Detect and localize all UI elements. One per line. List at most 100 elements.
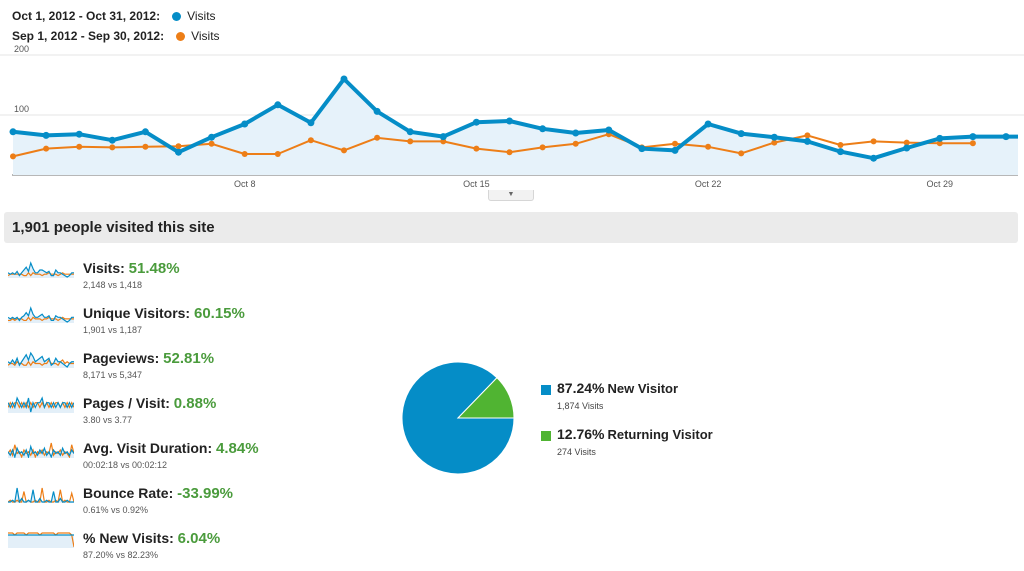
metric-comparison: 1,901 vs 1,187 <box>83 325 143 335</box>
metric-new-visits[interactable]: % New Visits: 6.04% 87.20% vs 82.23% <box>8 530 308 570</box>
metric-title: Pages / Visit: 0.88% <box>83 395 216 412</box>
metric-unique-visitors[interactable]: Unique Visitors: 60.15% 1,901 vs 1,187 <box>8 305 308 345</box>
metric-avg-visit-duration[interactable]: Avg. Visit Duration: 4.84% 00:02:18 vs 0… <box>8 440 308 480</box>
legend-metric: Visits <box>187 9 216 23</box>
series-line-current <box>12 77 1018 161</box>
data-point-previous <box>440 138 447 145</box>
pie-slice-returning-visitor <box>456 377 515 419</box>
data-point-previous <box>539 144 546 151</box>
sparkline <box>8 351 74 368</box>
data-point-current <box>671 146 679 154</box>
x-tick-label: Oct 15 <box>463 179 490 189</box>
sparkline <box>8 442 74 458</box>
x-tick-label: Oct 22 <box>695 179 722 189</box>
metric-change: 0.88% <box>173 395 217 412</box>
data-point-current <box>572 129 580 137</box>
sparkline-line <box>8 396 74 413</box>
data-point-current <box>1002 133 1010 141</box>
data-point-current <box>638 145 646 153</box>
visits-line-chart[interactable]: 200 100 Oct 8 Oct 15 Oct 22 Oct 29 <box>0 45 1024 190</box>
metric-title: % New Visits: 6.04% <box>83 530 220 547</box>
sparkline-area <box>8 535 74 548</box>
chart-legend: Oct 1, 2012 - Oct 31, 2012: Visits Sep 1… <box>12 6 220 46</box>
pie-percent: 12.76% <box>557 426 605 442</box>
pie-slice-new-visitor <box>401 361 515 475</box>
data-point-current <box>605 126 613 134</box>
data-point-current <box>175 148 182 156</box>
pie-legend-title: 12.76% Returning Visitor <box>557 426 713 442</box>
data-point-previous <box>837 142 844 148</box>
metric-comparison: 00:02:18 vs 00:02:12 <box>83 460 168 470</box>
metric-title: Bounce Rate: -33.99% <box>83 485 233 502</box>
summary-title: 1,901 people visited this site <box>12 219 215 236</box>
data-point-current <box>969 133 977 141</box>
data-point-previous <box>936 140 943 147</box>
metric-pages-per-visit[interactable]: Pages / Visit: 0.88% 3.80 vs 3.77 <box>8 395 308 435</box>
pie-legend-new-visitor[interactable]: 87.24% New Visitor 1,874 Visits <box>541 380 841 420</box>
data-point-current <box>108 136 116 144</box>
pie-legend-returning-visitor[interactable]: 12.76% Returning Visitor 274 Visits <box>541 426 841 466</box>
data-point-previous <box>241 151 248 157</box>
data-point-previous <box>572 140 579 147</box>
data-point-previous <box>10 153 16 160</box>
legend-swatch <box>541 385 551 395</box>
metric-label: Avg. Visit Duration: <box>83 440 213 456</box>
data-point-previous <box>969 140 976 147</box>
metric-change: 52.81% <box>163 350 215 367</box>
x-tick-label: Oct 29 <box>927 179 954 189</box>
series-line-previous <box>12 133 973 158</box>
data-point-current <box>208 133 216 141</box>
metric-comparison: 87.20% vs 82.23% <box>83 550 159 560</box>
data-point-current <box>42 131 50 139</box>
data-point-previous <box>43 145 50 152</box>
data-point-previous <box>208 140 215 147</box>
data-point-previous <box>274 151 281 157</box>
pie-count: 1,874 Visits <box>557 401 604 411</box>
visitor-type-pie-chart[interactable] <box>400 360 520 480</box>
metric-label: Visits: <box>83 260 125 276</box>
metric-change: 4.84% <box>216 440 259 457</box>
data-point-current <box>141 128 149 136</box>
data-point-previous <box>771 139 778 146</box>
metric-title: Visits: 51.48% <box>83 260 180 277</box>
metric-pageviews[interactable]: Pageviews: 52.81% 8,171 vs 5,347 <box>8 350 308 390</box>
data-point-current <box>241 120 249 128</box>
data-point-current <box>472 118 480 126</box>
sparkline <box>8 261 74 278</box>
data-point-current <box>340 75 348 83</box>
metric-change: 60.15% <box>193 305 245 322</box>
pie-percent: 87.24% <box>557 380 605 396</box>
metric-visits[interactable]: Visits: 51.48% 2,148 vs 1,418 <box>8 260 308 300</box>
legend-row-current: Oct 1, 2012 - Oct 31, 2012: Visits <box>12 6 220 26</box>
data-point-previous <box>473 145 480 152</box>
pie-count: 274 Visits <box>557 447 596 457</box>
data-point-previous <box>738 150 745 157</box>
data-point-current <box>903 144 911 152</box>
data-point-current <box>274 101 282 109</box>
data-point-previous <box>307 137 314 144</box>
data-point-current <box>870 154 878 162</box>
metric-label: Pages / Visit: <box>83 395 170 411</box>
data-point-current <box>737 130 745 138</box>
data-point-previous <box>506 149 513 156</box>
metric-label: % New Visits: <box>83 530 174 546</box>
chevron-down-icon: ▼ <box>507 191 515 198</box>
metric-change: -33.99% <box>177 485 233 502</box>
y-tick-label: 200 <box>14 45 29 54</box>
legend-date-range: Oct 1, 2012 - Oct 31, 2012: <box>12 9 161 23</box>
data-point-current <box>406 128 414 136</box>
pie-legend-title: 87.24% New Visitor <box>557 380 678 396</box>
metric-bounce-rate[interactable]: Bounce Rate: -33.99% 0.61% vs 0.92% <box>8 485 308 525</box>
data-point-previous <box>341 147 347 154</box>
sparkline <box>8 396 74 413</box>
data-point-previous <box>109 144 116 151</box>
legend-date-range: Sep 1, 2012 - Sep 30, 2012: <box>12 29 165 43</box>
chart-collapse-button[interactable]: ▼ <box>488 190 534 201</box>
data-point-current <box>373 107 381 115</box>
data-point-previous <box>76 143 83 150</box>
sparkline-line <box>8 532 74 548</box>
metric-title: Avg. Visit Duration: 4.84% <box>83 440 259 457</box>
sparkline-line <box>8 261 74 278</box>
summary-header: 1,901 people visited this site <box>4 212 1018 243</box>
data-point-previous <box>374 134 381 141</box>
